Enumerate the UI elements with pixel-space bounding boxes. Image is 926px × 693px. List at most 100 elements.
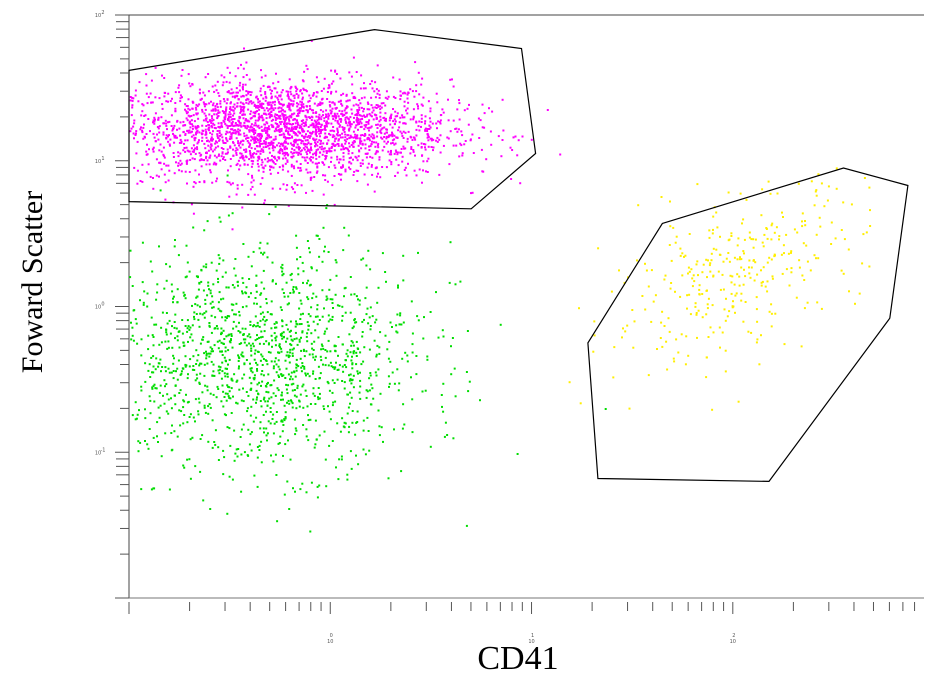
data-point [152,146,155,149]
data-point [196,295,199,298]
data-point [764,285,767,288]
data-point [380,136,383,139]
data-point [176,339,179,342]
data-point [301,156,304,159]
data-point [144,408,146,411]
data-point [289,129,292,132]
data-point [357,118,359,121]
data-point [255,302,258,305]
data-point [427,145,430,148]
data-point [168,169,171,172]
data-point [237,330,240,332]
data-point [425,170,427,173]
data-point [222,98,225,100]
data-point [251,342,254,345]
data-point [207,340,210,343]
gate-polygon-0 [128,28,537,210]
data-point [309,283,312,286]
data-point [178,330,181,333]
data-point [135,130,138,133]
data-point [176,367,179,370]
data-point [310,39,313,42]
data-point [329,278,332,281]
data-point [775,226,778,229]
data-point [395,324,398,327]
data-point [291,104,294,107]
data-point [153,120,156,123]
data-point [750,266,753,269]
data-point [374,371,377,374]
data-point [243,135,246,138]
data-point [460,144,463,147]
data-point [724,349,727,352]
data-point [679,254,682,257]
data-point [426,133,429,136]
data-point [174,91,177,94]
data-point [357,119,360,122]
data-point [143,123,145,126]
data-point [213,154,216,157]
data-point [667,317,670,320]
data-point [165,134,168,137]
data-point [146,102,149,105]
data-point [427,134,430,137]
data-point [191,127,194,130]
data-point [227,349,230,352]
data-point [366,108,369,111]
x-tick-exponent: 1 [531,633,534,639]
data-point [203,316,206,319]
data-point [701,271,704,274]
data-point [378,434,381,437]
data-point [358,99,361,102]
data-point [453,367,456,370]
data-point [309,124,312,127]
data-point [205,263,208,266]
data-point [461,152,464,155]
data-point [387,357,390,360]
data-point [250,347,253,350]
data-point [225,108,228,111]
data-point [210,360,213,363]
data-point [258,336,260,339]
data-point [260,281,263,284]
data-point [411,139,414,141]
data-point [263,109,266,112]
data-point [242,109,245,112]
data-point [147,96,150,99]
data-point [282,144,285,147]
data-point [315,157,318,160]
data-point [291,378,294,381]
data-point [222,156,225,159]
data-point [286,116,289,119]
data-point [133,166,136,169]
data-point [200,165,203,168]
data-point [256,383,259,386]
data-point [310,266,313,269]
data-point [424,389,427,392]
data-point [129,276,132,279]
data-point [198,173,200,176]
data-point [439,134,442,137]
data-point [147,447,150,450]
data-point [288,106,291,109]
data-point [357,155,360,158]
data-point [830,221,833,224]
data-point [359,141,362,144]
data-point [190,203,193,206]
data-point [179,100,182,103]
data-point [350,123,353,126]
data-point [778,235,781,238]
data-point [196,142,199,145]
data-point [295,286,298,289]
data-point [391,326,393,328]
data-point [227,125,230,128]
data-point [740,299,743,302]
data-point [339,120,342,123]
data-point [297,153,300,156]
data-point [328,84,331,87]
data-point [304,121,307,124]
data-point [287,137,290,140]
data-point [143,290,146,293]
data-point [235,193,238,196]
data-point [344,118,347,121]
